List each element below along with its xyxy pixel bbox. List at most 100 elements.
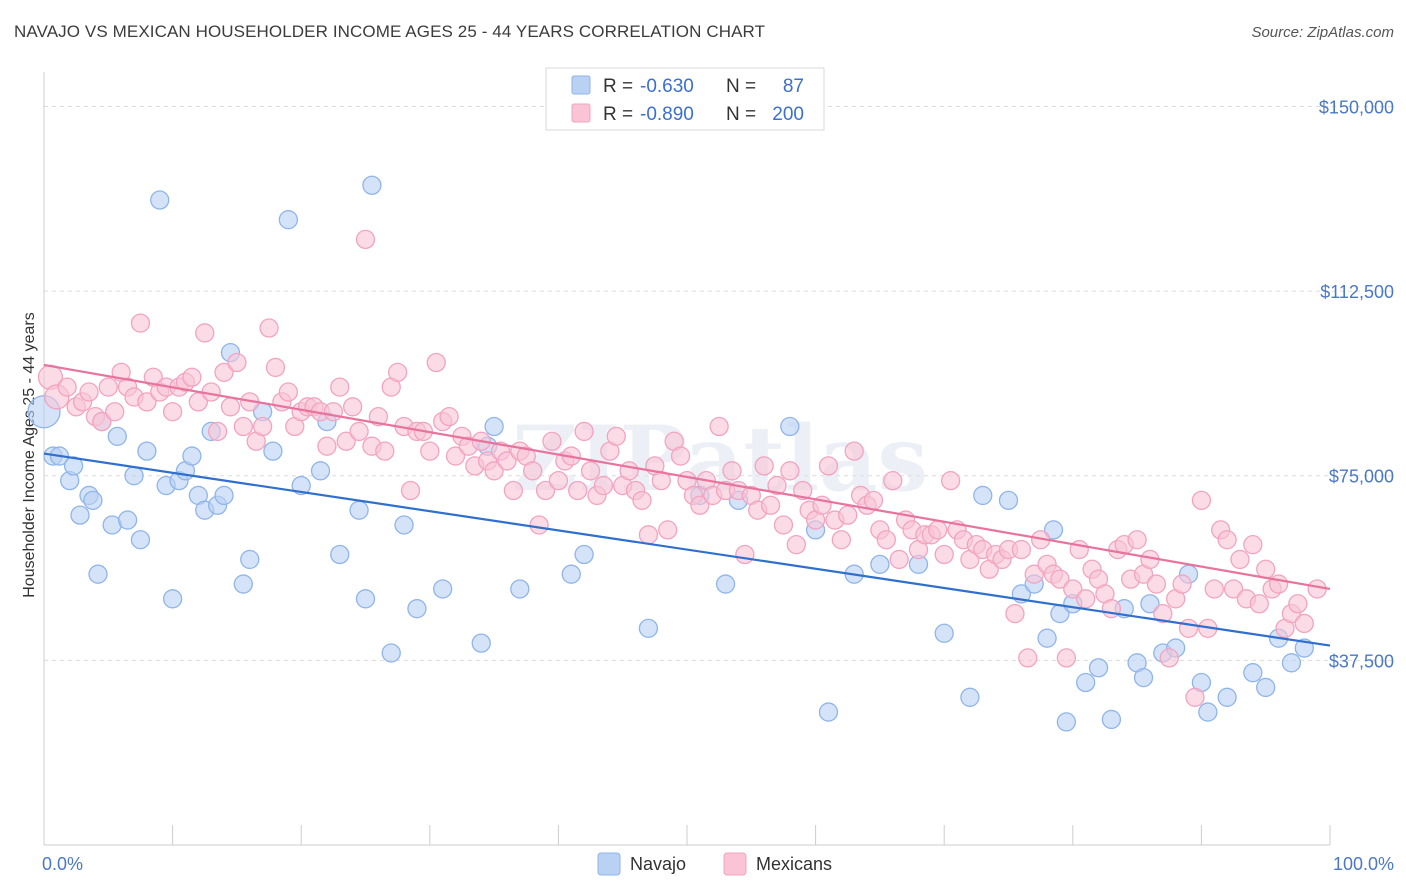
navajo-point-52 bbox=[715, 574, 736, 594]
mexicans-point-127 bbox=[863, 490, 884, 511]
mexicans-point-124 bbox=[844, 441, 864, 461]
navajo-point-66 bbox=[1037, 628, 1057, 648]
mexicans-point-76 bbox=[535, 480, 556, 501]
navajo-point-60 bbox=[934, 623, 954, 643]
stats-n-label-mexicans: N = bbox=[726, 104, 756, 125]
mexicans-point-176 bbox=[1178, 618, 1199, 639]
mexicans-point-92 bbox=[638, 525, 659, 545]
mexicans-point-182 bbox=[1217, 530, 1237, 550]
navajo-trend-line bbox=[43, 452, 1331, 647]
mexicans-point-186 bbox=[1243, 535, 1263, 555]
mexicans-point-156 bbox=[1050, 569, 1070, 589]
mexicans-point-61 bbox=[439, 406, 459, 427]
navajo-point-56 bbox=[818, 702, 839, 722]
mexicans-point-95 bbox=[658, 520, 678, 540]
y-tick-label-0: $37,500 bbox=[1329, 651, 1394, 671]
mexicans-point-172 bbox=[1153, 603, 1173, 624]
mexicans-point-112 bbox=[767, 475, 787, 496]
navajo-point-44 bbox=[471, 633, 491, 653]
navajo-point-33 bbox=[291, 475, 311, 496]
mexicans-point-158 bbox=[1063, 579, 1083, 599]
mexicans-point-157 bbox=[1056, 648, 1077, 668]
navajo-point-72 bbox=[1088, 658, 1109, 678]
legend-swatch-navajo bbox=[597, 852, 621, 876]
navajo-point-58 bbox=[870, 554, 890, 575]
mexicans-point-130 bbox=[883, 471, 903, 491]
stats-r-value-navajo: -0.630 bbox=[640, 76, 694, 97]
mexicans-point-183 bbox=[1223, 579, 1244, 599]
mexicans-point-100 bbox=[690, 495, 710, 515]
mexicans-point-103 bbox=[709, 416, 729, 437]
stats-swatch-navajo bbox=[571, 75, 591, 95]
mexicans-point-14 bbox=[137, 392, 157, 412]
mexicans-point-177 bbox=[1185, 687, 1205, 707]
mexicans-point-53 bbox=[387, 362, 408, 382]
y-tick-label-1: $75,000 bbox=[1329, 467, 1394, 487]
navajo-point-13 bbox=[124, 466, 144, 486]
navajo-point-32 bbox=[278, 210, 298, 230]
mexicans-point-32 bbox=[252, 416, 273, 437]
mexicans-point-113 bbox=[773, 515, 794, 535]
mexicans-point-21 bbox=[182, 367, 202, 387]
mexicans-point-46 bbox=[342, 397, 363, 417]
mexicans-point-137 bbox=[928, 520, 948, 540]
mexicans-point-28 bbox=[227, 352, 247, 373]
mexicans-point-173 bbox=[1159, 648, 1179, 668]
mexicans-point-150 bbox=[1011, 539, 1032, 560]
navajo-point-29 bbox=[240, 549, 260, 570]
mexicans-point-7 bbox=[92, 411, 112, 432]
navajo-point-48 bbox=[561, 564, 581, 584]
mexicans-point-55 bbox=[400, 480, 421, 501]
mexicans-point-110 bbox=[754, 456, 774, 476]
navajo-point-14 bbox=[130, 530, 151, 550]
mexicans-point-71 bbox=[503, 480, 524, 501]
navajo-point-87 bbox=[1281, 653, 1302, 673]
mexicans-point-195 bbox=[1307, 579, 1327, 599]
mexicans-point-75 bbox=[529, 515, 549, 535]
mexicans-point-5 bbox=[79, 382, 99, 402]
mexicans-point-23 bbox=[195, 323, 215, 343]
mexicans-point-29 bbox=[233, 416, 253, 437]
mexicans-point-26 bbox=[214, 362, 234, 382]
mexicans-trend-line bbox=[43, 363, 1331, 591]
stats-r-label-navajo: R = bbox=[603, 76, 633, 97]
mexicans-point-44 bbox=[330, 377, 350, 397]
mexicans-point-152 bbox=[1024, 564, 1044, 584]
mexicans-point-50 bbox=[368, 406, 389, 427]
legend-swatch-mexicans bbox=[723, 852, 747, 876]
mexicans-point-9 bbox=[105, 402, 125, 422]
navajo-point-69 bbox=[1056, 712, 1077, 732]
mexicans-point-45 bbox=[336, 431, 356, 451]
mexicans-point-34 bbox=[265, 357, 286, 378]
navajo-point-83 bbox=[1217, 687, 1237, 707]
mexicans-point-116 bbox=[793, 480, 813, 501]
navajo-point-77 bbox=[1140, 594, 1160, 614]
mexicans-point-105 bbox=[722, 461, 742, 481]
mexicans-point-171 bbox=[1146, 574, 1167, 594]
navajo-point-26 bbox=[214, 485, 234, 506]
mexicans-point-62 bbox=[445, 446, 466, 466]
navajo-point-12 bbox=[117, 510, 138, 530]
x-tick-label-1: 100.0% bbox=[1333, 854, 1394, 874]
mexicans-point-138 bbox=[934, 544, 954, 565]
mexicans-point-33 bbox=[259, 318, 279, 338]
x-tick-labels: 0.0% 100.0% bbox=[42, 854, 1394, 874]
navajo-point-85 bbox=[1256, 677, 1276, 698]
navajo-point-31 bbox=[263, 441, 283, 461]
mexicans-point-194 bbox=[1294, 613, 1314, 634]
navajo-point-36 bbox=[330, 544, 350, 565]
navajo-point-18 bbox=[162, 589, 183, 609]
stats-swatch-mexicans bbox=[571, 103, 591, 123]
navajo-point-46 bbox=[484, 416, 504, 437]
mexicans-point-87 bbox=[606, 426, 626, 446]
mexicans-point-18 bbox=[162, 402, 183, 422]
navajo-point-34 bbox=[310, 461, 331, 481]
chart-source: Source: ZipAtlas.com bbox=[1251, 24, 1394, 41]
series-legend: Navajo Mexicans bbox=[597, 852, 832, 876]
legend-label-mexicans: Mexicans bbox=[756, 854, 832, 874]
mexicans-point-82 bbox=[574, 421, 594, 442]
mexicans-point-51 bbox=[375, 441, 395, 461]
mexicans-point-58 bbox=[420, 441, 440, 461]
mexicans-point-111 bbox=[760, 495, 781, 515]
